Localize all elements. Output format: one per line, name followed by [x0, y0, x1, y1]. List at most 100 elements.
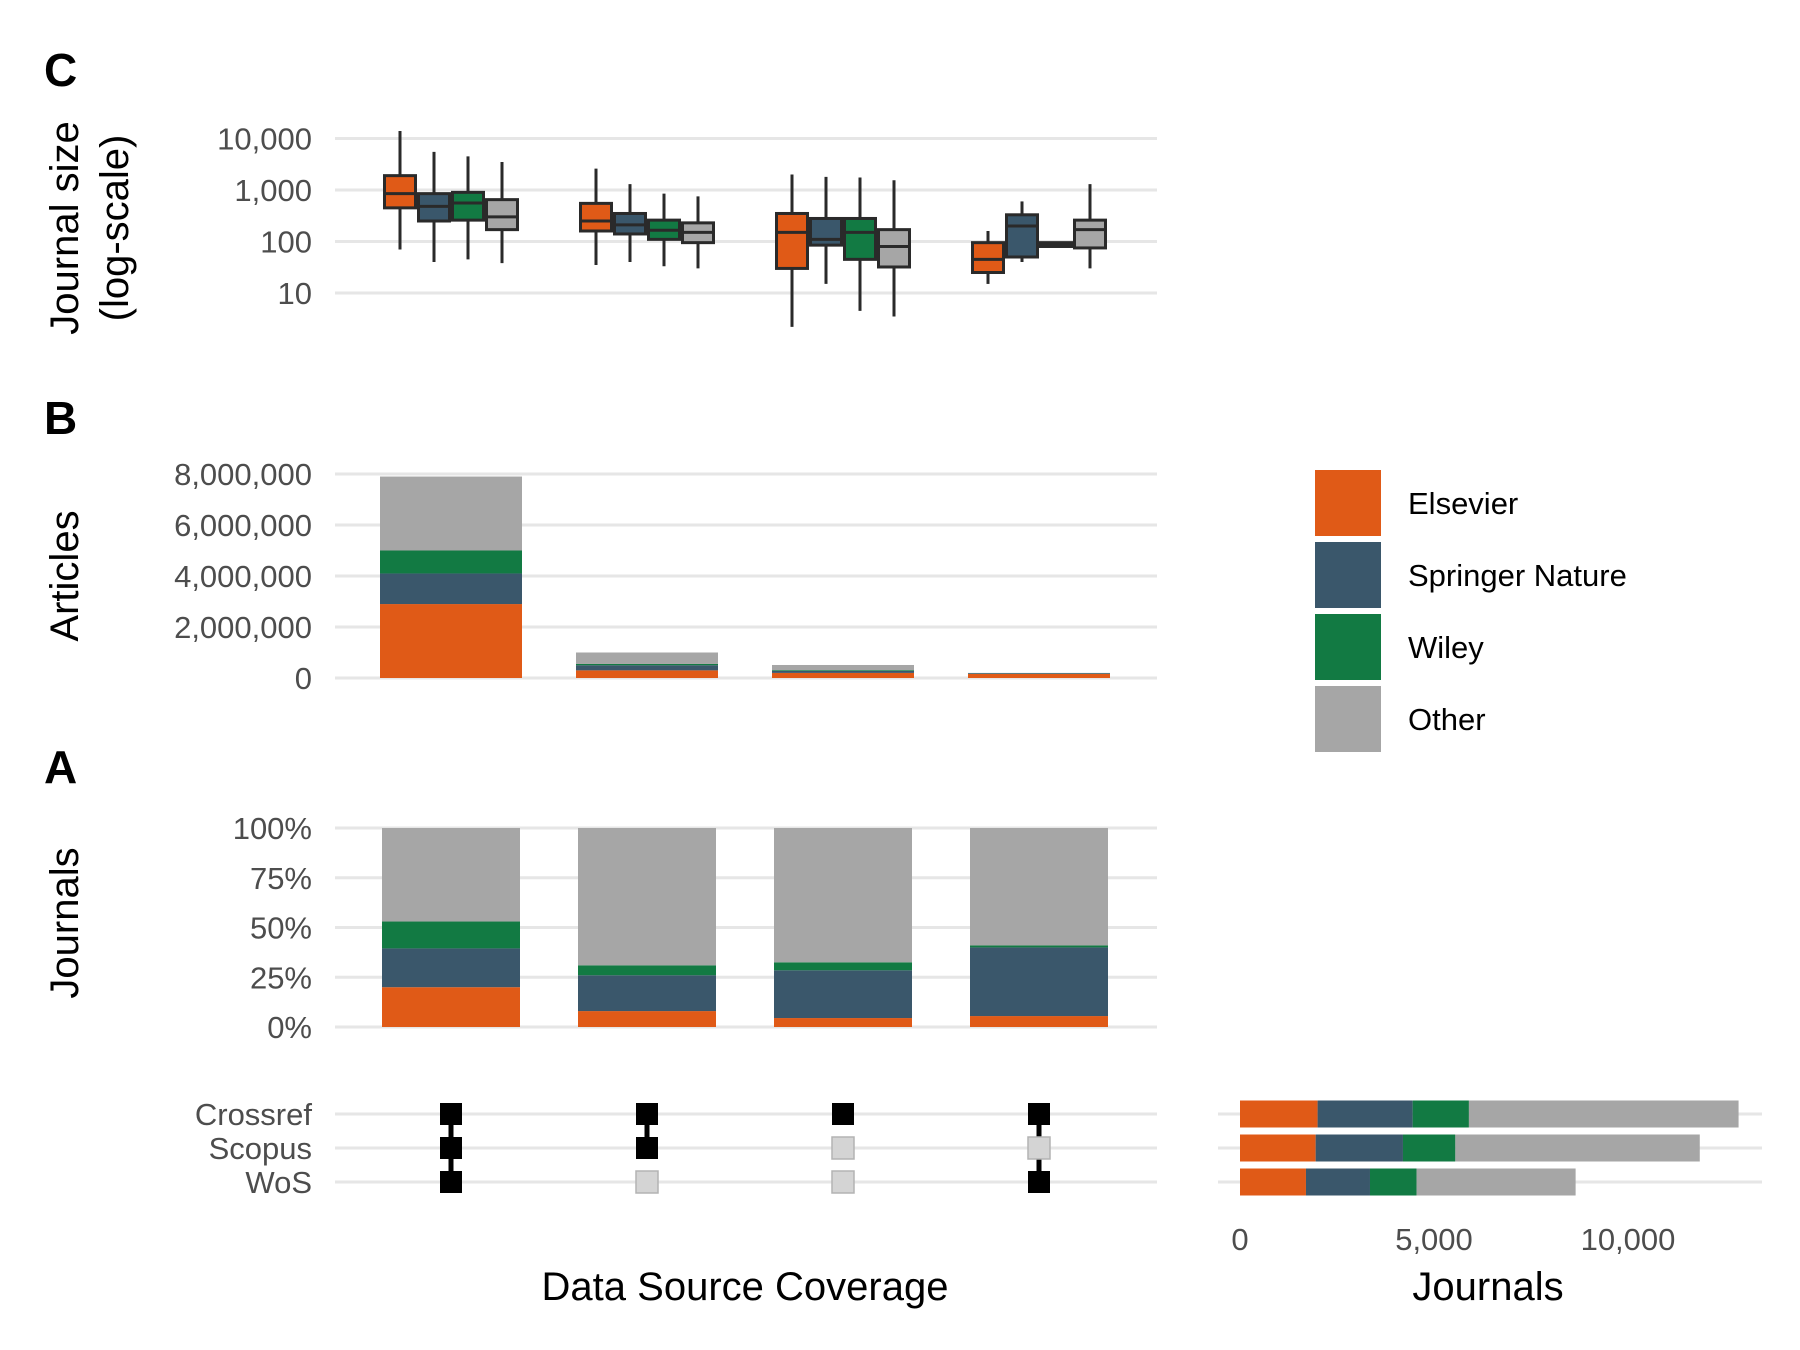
boxplot-box [1073, 218, 1107, 250]
panel-b-y-tick-label: 8,000,000 [174, 457, 312, 492]
matrix-dot-empty [635, 1170, 659, 1194]
panel-a-y-tick-label: 25% [250, 960, 312, 995]
article-bar-segment [772, 670, 914, 673]
journal-share-bar-segment [774, 828, 912, 963]
journal-share-bar-segment [578, 965, 716, 976]
journal-share-bar-segment [578, 1011, 716, 1027]
article-bar-segment [772, 670, 914, 671]
panel-letter-a: A [44, 741, 77, 793]
matrix-row-label: Scopus [209, 1131, 312, 1166]
legend-label: Elsevier [1408, 486, 1518, 521]
panel-c-y-tick-label: 10,000 [217, 122, 312, 157]
article-bar-segment [576, 670, 718, 678]
set-size-bar-segment [1416, 1168, 1576, 1196]
set-size-x-tick-label: 10,000 [1581, 1222, 1676, 1257]
matrix-dot-filled [440, 1171, 462, 1193]
set-size-x-tick-label: 0 [1231, 1222, 1248, 1257]
journal-share-bar-segment [578, 975, 716, 1012]
legend-label: Other [1408, 702, 1486, 737]
article-bar-segment [576, 663, 718, 666]
matrix-row-label: WoS [245, 1165, 312, 1200]
legend-label: Wiley [1408, 630, 1484, 665]
matrix-dot-filled [440, 1137, 462, 1159]
panel-c-y-axis-title: Journal size (log-scale) [43, 121, 137, 334]
article-bar-segment [772, 664, 914, 671]
boxplot-box [1005, 213, 1039, 259]
boxplot-box [383, 174, 417, 210]
matrix-dot-empty [1027, 1136, 1051, 1160]
journals-x-axis-title: Journals [1412, 1265, 1563, 1309]
set-size-bar-segment [1240, 1168, 1306, 1196]
matrix-dot-filled [636, 1137, 658, 1159]
panel-b-y-tick-label: 2,000,000 [174, 610, 312, 645]
panel-a-y-axis-title: Journals [43, 847, 87, 998]
set-size-bar-segment [1412, 1100, 1469, 1128]
journal-share-bar-segment [578, 828, 716, 966]
set-size-bar-segment [1402, 1134, 1456, 1162]
set-size-bars: 0 5,000 10,000 [1218, 1100, 1762, 1257]
journal-share-bar-segment [382, 948, 520, 988]
set-size-bar-segment [1240, 1100, 1318, 1128]
matrix-dot-filled [832, 1103, 854, 1125]
article-bar-segment [380, 573, 522, 605]
legend: Elsevier Springer Nature Wiley Other [1315, 470, 1627, 752]
panel-b-y-tick-label: 4,000,000 [174, 559, 312, 594]
journal-share-bar-segment [774, 962, 912, 971]
panel-b-y-tick-label: 0 [295, 661, 312, 696]
legend-label: Springer Nature [1408, 558, 1627, 593]
article-bar-segment [380, 604, 522, 678]
matrix-dot-filled [1028, 1171, 1050, 1193]
boxplot-box [877, 228, 911, 269]
panel-c-y-tick-label: 1,000 [234, 173, 312, 208]
set-size-bar-segment [1468, 1100, 1739, 1128]
journal-share-bar-segment [970, 947, 1108, 1017]
matrix-dot-empty [831, 1136, 855, 1160]
set-size-x-tick-label: 5,000 [1395, 1222, 1473, 1257]
matrix-row-label: Crossref [195, 1097, 313, 1132]
article-bar-segment [968, 673, 1110, 674]
legend-swatch [1315, 686, 1381, 752]
boxplot-box [775, 211, 809, 270]
article-bar-segment [576, 665, 718, 671]
panel-c-y-title-line1: Journal size [43, 121, 87, 334]
journal-share-bar-segment [382, 987, 520, 1027]
article-bar-segment [380, 550, 522, 574]
boxplot-box [579, 201, 613, 233]
article-bar-segment [380, 476, 522, 551]
boxplot-box [809, 216, 843, 247]
journal-share-bar-segment [382, 921, 520, 949]
legend-swatch [1315, 542, 1381, 608]
panel-b-y-tick-label: 6,000,000 [174, 508, 312, 543]
journal-share-bar-segment [774, 970, 912, 1019]
set-size-bar-segment [1369, 1168, 1417, 1196]
set-size-bar-segment [1455, 1134, 1700, 1162]
boxplot-box [485, 198, 519, 232]
article-bar-segment [772, 672, 914, 678]
article-bar-segment [968, 673, 1110, 678]
panel-b-y-axis-title: Articles [43, 510, 87, 641]
matrix-dot-filled [636, 1103, 658, 1125]
matrix-dot-filled [440, 1103, 462, 1125]
panel-b-article-bars: 0 2,000,000 4,000,000 6,000,000 8,000,000 [174, 457, 1157, 696]
set-size-bar-segment [1317, 1100, 1413, 1128]
boxplot-box [451, 190, 485, 222]
journal-share-bar-segment [970, 945, 1108, 948]
journal-share-bar-segment [970, 828, 1108, 946]
panel-letter-c: C [44, 44, 77, 96]
journal-share-bar-segment [382, 828, 520, 922]
panel-a-y-tick-label: 0% [267, 1010, 312, 1045]
panel-letter-b: B [44, 392, 77, 444]
panel-c-y-title-line2: (log-scale) [93, 135, 137, 322]
set-size-bar-segment [1240, 1134, 1316, 1162]
boxplot-box [843, 216, 877, 261]
legend-swatch [1315, 470, 1381, 536]
journal-share-bar-segment [970, 1016, 1108, 1027]
legend-swatch [1315, 614, 1381, 680]
matrix-dot-filled [1028, 1103, 1050, 1125]
panel-c-boxplots: 10 100 1,000 10,000 [217, 122, 1157, 327]
panel-c-y-tick-label: 100 [260, 225, 312, 260]
boxplot-box [971, 241, 1005, 275]
panel-a-journal-share-bars: 0% 25% 50% 75% 100% [233, 811, 1157, 1045]
